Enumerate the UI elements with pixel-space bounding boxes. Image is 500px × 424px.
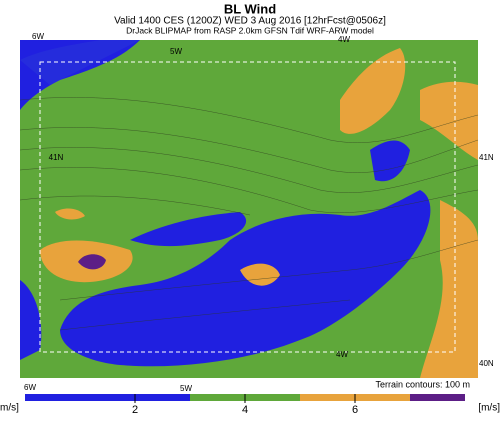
unit-label: [m/s] bbox=[478, 403, 500, 414]
map bbox=[19, 40, 479, 378]
lon-label: 6W bbox=[24, 383, 36, 392]
lon-label: 5W bbox=[180, 384, 192, 393]
lon-label: 4W bbox=[338, 35, 350, 44]
orange-region bbox=[420, 200, 478, 378]
blue-region bbox=[20, 40, 140, 85]
lon-label: 4W bbox=[336, 350, 348, 359]
colorbar-tick-label: 6 bbox=[352, 404, 358, 416]
colorbar-tick-label: 4 bbox=[242, 404, 248, 416]
valid-time: Valid 1400 CES (1200Z) WED 3 Aug 2016 [1… bbox=[114, 16, 386, 27]
lat-label: 41N bbox=[49, 153, 64, 162]
colorbar: 2 4 6 bbox=[25, 394, 465, 416]
blue-region bbox=[130, 212, 247, 247]
lon-label: 6W bbox=[32, 32, 44, 41]
purple-region bbox=[78, 254, 106, 270]
title: BL Wind bbox=[224, 1, 276, 16]
domain-frame bbox=[39, 61, 456, 353]
source: DrJack BLIPMAP from RASP 2.0km GFSN Tdif… bbox=[126, 25, 374, 35]
lat-label: 41N bbox=[479, 153, 494, 162]
terrain-note: Terrain contours: 100 m bbox=[375, 379, 470, 389]
orange-region bbox=[55, 208, 85, 220]
blue-region bbox=[20, 280, 42, 360]
orange-region bbox=[340, 48, 406, 134]
unit-label: m/s] bbox=[0, 403, 19, 414]
lat-label: 40N bbox=[479, 359, 494, 368]
lon-label: 5W bbox=[170, 47, 182, 56]
colorbar-segment bbox=[410, 394, 465, 401]
colorbar-tick-label: 2 bbox=[132, 404, 138, 416]
blue-region bbox=[60, 190, 431, 367]
colorbar-segment bbox=[25, 394, 190, 401]
orange-region bbox=[420, 81, 478, 160]
blue-region bbox=[370, 140, 410, 182]
